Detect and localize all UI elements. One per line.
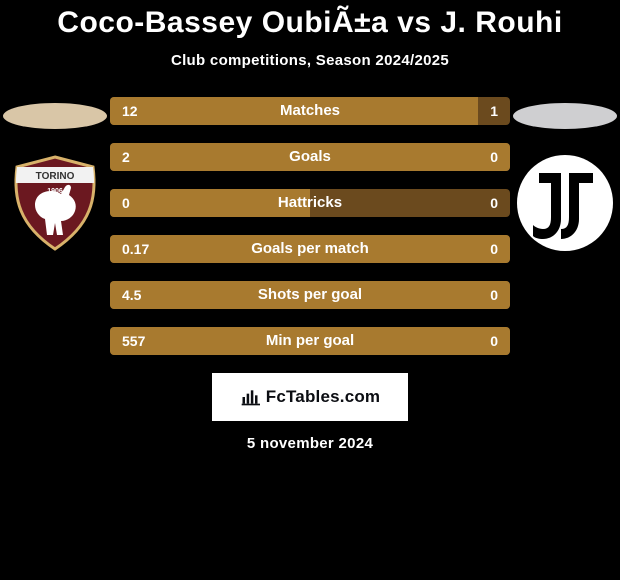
torino-badge-icon: TORINO 1906 [5, 153, 105, 253]
stat-label: Goals [110, 143, 510, 171]
stat-label: Min per goal [110, 327, 510, 355]
branding-badge: FcTables.com [212, 373, 408, 421]
stat-bar: 2Goals0 [110, 143, 510, 171]
stat-label: Matches [110, 97, 510, 125]
generated-date: 5 november 2024 [0, 435, 620, 452]
stat-value-right: 0 [490, 327, 498, 355]
stat-bar: 0.17Goals per match0 [110, 235, 510, 263]
stat-bars: 12Matches12Goals00Hattricks00.17Goals pe… [110, 97, 510, 355]
stat-value-right: 0 [490, 235, 498, 263]
page-title: Coco-Bassey OubiÃ±a vs J. Rouhi [0, 0, 620, 40]
svg-text:TORINO: TORINO [36, 171, 75, 182]
bar-chart-icon [240, 387, 260, 407]
branding-text: FcTables.com [266, 387, 381, 407]
stat-label: Goals per match [110, 235, 510, 263]
stat-bar: 12Matches1 [110, 97, 510, 125]
page-subtitle: Club competitions, Season 2024/2025 [0, 52, 620, 69]
stat-label: Hattricks [110, 189, 510, 217]
club-badge-left: TORINO 1906 [5, 153, 105, 253]
stat-label: Shots per goal [110, 281, 510, 309]
club-right [510, 97, 620, 253]
stat-value-right: 1 [490, 97, 498, 125]
stat-bar: 0Hattricks0 [110, 189, 510, 217]
juventus-badge-icon [515, 153, 615, 253]
stat-bar: 4.5Shots per goal0 [110, 281, 510, 309]
club-left: TORINO 1906 [0, 97, 110, 253]
stat-value-right: 0 [490, 143, 498, 171]
shadow-ellipse-left [3, 103, 107, 129]
stat-value-right: 0 [490, 281, 498, 309]
stat-value-right: 0 [490, 189, 498, 217]
club-badge-right [515, 153, 615, 253]
comparison-content: TORINO 1906 12Matches12Goals00Hattricks0… [0, 97, 620, 355]
shadow-ellipse-right [513, 103, 617, 129]
stat-bar: 557Min per goal0 [110, 327, 510, 355]
